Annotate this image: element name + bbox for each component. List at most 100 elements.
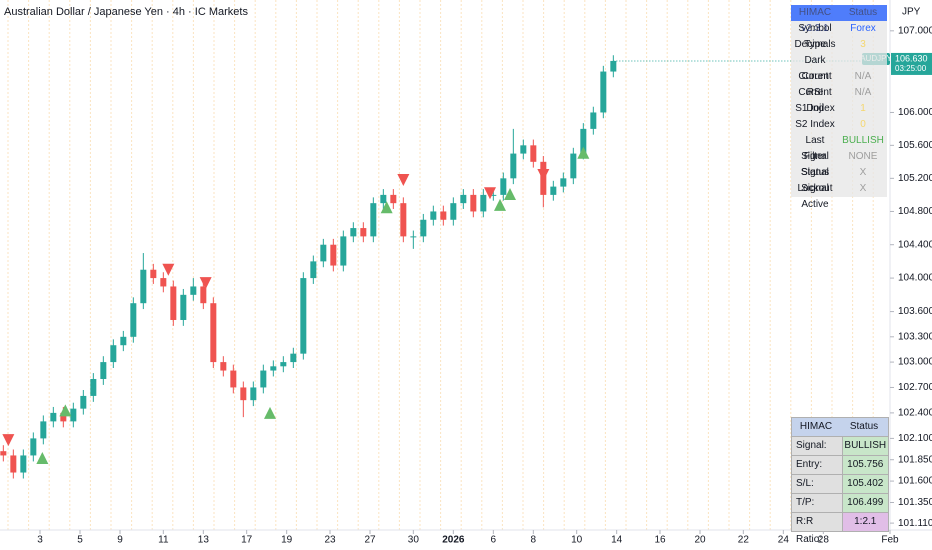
row-label: S/L:: [792, 475, 843, 493]
y-tick-label: 101.600: [898, 476, 932, 487]
row-label: Signal Lockout: [797, 167, 833, 194]
row-label: R:R Ratio:: [792, 513, 843, 545]
y-tick-label: 106.000: [898, 107, 932, 118]
x-tick-label: 14: [611, 535, 623, 546]
candle-body: [120, 336, 127, 346]
candle-body: [390, 194, 397, 204]
candle-body: [290, 353, 297, 363]
candle-body: [580, 128, 587, 154]
row-value: N/A: [854, 87, 872, 98]
candle-body: [400, 203, 407, 237]
y-tick-label: 101.850: [898, 454, 932, 465]
row-value: 106.499: [842, 494, 888, 512]
candle-body: [60, 412, 67, 422]
table-row: Current Doji N/A: [791, 85, 887, 114]
candle-body: [440, 211, 447, 220]
table-row: S2 Index 0: [791, 117, 887, 133]
candle-body: [360, 228, 367, 237]
candle-body: [30, 438, 37, 456]
table-row: T/P: 106.499: [792, 493, 888, 512]
y-tick-label: 103.000: [898, 357, 932, 368]
row-label: Decimals: [794, 39, 836, 50]
x-tick-label: 28: [818, 535, 830, 546]
status-table: HIMAC v2.3.1 Status Symbol Type Forex Decima…: [791, 5, 887, 210]
candle-body: [130, 303, 137, 337]
candle-body: [40, 421, 47, 439]
buy-signal: [264, 406, 276, 419]
candle-body: [590, 112, 597, 129]
candle-body: [370, 203, 377, 237]
buy-signal: [59, 404, 72, 417]
sell-signal: [162, 263, 175, 276]
candle-body: [20, 455, 27, 473]
table-header: HIMAC v2.3.1 Status: [791, 5, 887, 34]
x-tick-label: 2026: [442, 535, 465, 546]
row-value: 0: [860, 119, 866, 130]
row-label: Signal:: [792, 437, 843, 455]
table-row: Signal Lockout X: [791, 165, 887, 194]
y-tick-label: 105.600: [898, 140, 932, 151]
table-row: Current RSI N/A: [791, 69, 887, 98]
table-row: Decimals 3: [791, 37, 887, 53]
candle-body: [110, 345, 117, 363]
candle-body: [350, 228, 357, 237]
candle-body: [320, 244, 327, 262]
y-tick-label: 103.600: [898, 306, 932, 317]
row-value: 3: [860, 39, 866, 50]
candle-body: [510, 153, 517, 179]
chart-title: Australian Dollar / Japanese Yen · 4h · …: [4, 6, 248, 18]
header-cell: Status: [848, 7, 878, 18]
candle-body: [520, 145, 527, 154]
header-cell: Status: [849, 421, 879, 432]
sell-signal: [2, 434, 15, 447]
table-row: Filter Status NONE: [791, 149, 887, 178]
candle-body: [330, 244, 337, 266]
candle-body: [80, 395, 87, 409]
sell-signal: [397, 173, 410, 186]
table-row: Dark Count: [791, 53, 887, 82]
y-tick-label: 104.000: [898, 273, 932, 284]
candle-body: [430, 211, 437, 220]
row-label: Entry:: [792, 456, 843, 474]
candle-body: [410, 236, 417, 238]
price-tag: [891, 52, 932, 75]
candle-body: [220, 362, 227, 371]
x-tick-label: 5: [77, 535, 83, 546]
row-label: Dark Count: [801, 55, 829, 82]
candle-body: [470, 194, 477, 212]
row-value: X: [859, 167, 867, 178]
row-value: BULLISH: [842, 437, 888, 455]
x-tick-label: 20: [694, 535, 706, 546]
table-row: Symbol Type Forex: [791, 21, 887, 50]
table-row: Entry: 105.756: [792, 455, 888, 474]
session-lines: [7, 0, 874, 530]
x-tick-label: 13: [198, 535, 210, 546]
row-value: X: [859, 183, 867, 194]
y-tick-label: 102.400: [898, 408, 932, 419]
candle-body: [280, 362, 287, 367]
x-tick-label: 22: [738, 535, 750, 546]
table-row: S/L: 105.402: [792, 474, 888, 493]
candle-body: [210, 303, 217, 363]
candle-body: [560, 178, 567, 187]
candle-body: [570, 153, 577, 179]
x-tick-label: 6: [491, 535, 497, 546]
x-tick-label: 30: [408, 535, 420, 546]
candle-body: [0, 451, 7, 456]
candle-body: [250, 387, 257, 401]
candle-body: [340, 236, 347, 266]
row-value: 1: [860, 103, 866, 114]
y-tick-label: 104.400: [898, 239, 932, 250]
sell-signal: [484, 187, 496, 200]
table-row: R:R Ratio: 1:2.1: [792, 512, 888, 545]
row-value: 1:2.1: [842, 513, 888, 531]
x-tick-label: 9: [117, 535, 123, 546]
y-tick-label: 103.300: [898, 331, 932, 342]
x-tick-label: 8: [531, 535, 537, 546]
buy-signal: [494, 198, 506, 211]
row-value: 105.756: [842, 456, 888, 474]
row-label: Current Doji: [798, 87, 832, 114]
x-tick-label: 23: [324, 535, 336, 546]
y-tick-label: 104.800: [898, 206, 932, 217]
candle-body: [380, 194, 387, 204]
